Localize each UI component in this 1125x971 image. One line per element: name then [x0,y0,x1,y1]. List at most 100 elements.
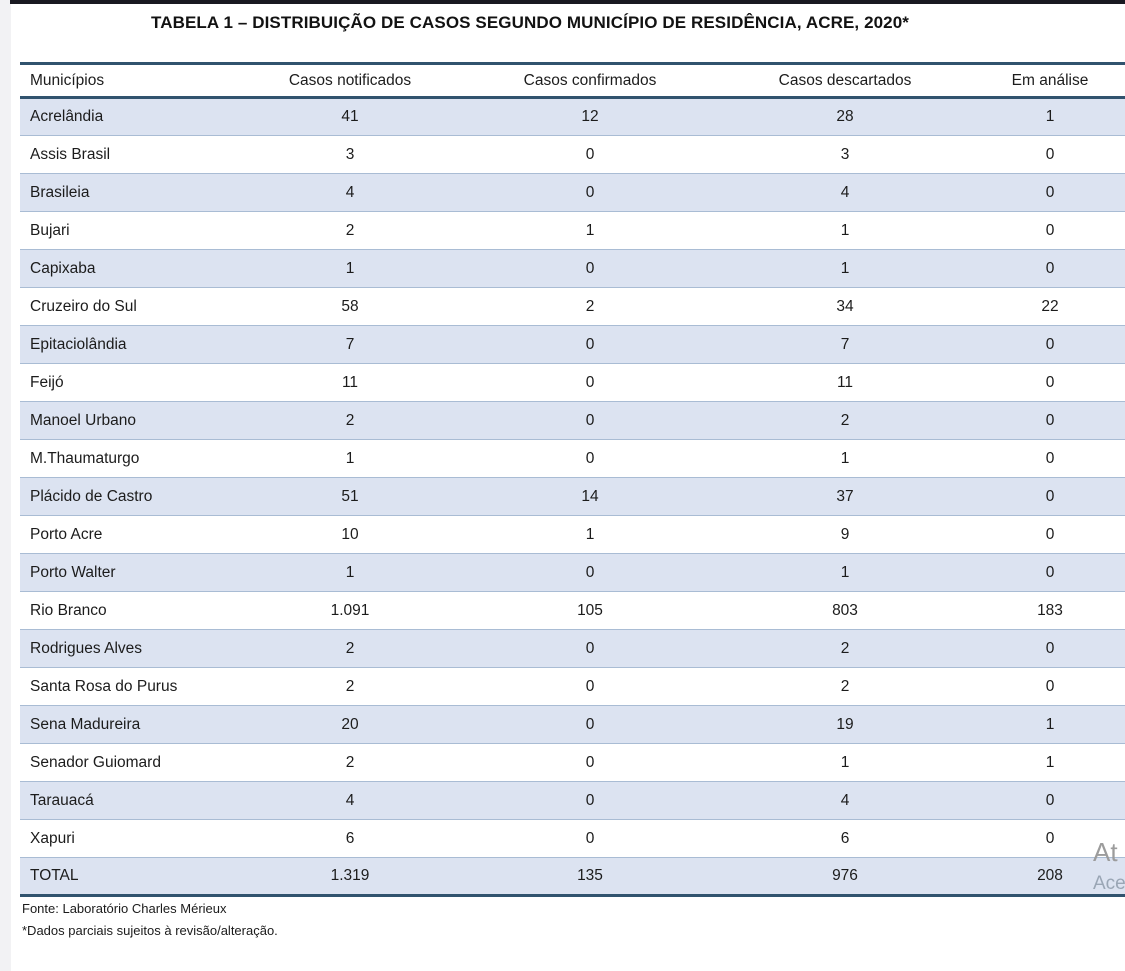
value-cell: 1 [715,211,975,250]
value-cell: 0 [975,781,1125,820]
table-row: M.Thaumaturgo 1 0 1 0 [20,439,1125,478]
column-header-casos-confirmados: Casos confirmados [465,62,715,99]
table-row: Rio Branco 1.091 105 803 183 [20,591,1125,630]
municipality-cell: TOTAL [20,857,235,897]
activation-watermark-line2: Ace [1093,873,1125,894]
table-row: Porto Walter 1 0 1 0 [20,553,1125,592]
value-cell: 0 [465,743,715,782]
value-cell: 1.319 [235,857,465,897]
value-cell: 0 [465,249,715,288]
value-cell: 0 [465,667,715,706]
value-cell: 0 [465,363,715,402]
cases-table: Municípios Casos notificados Casos confi… [20,62,1125,897]
value-cell: 0 [465,819,715,858]
table-header: Municípios Casos notificados Casos confi… [20,62,1125,99]
value-cell: 37 [715,477,975,516]
page-left-margin [0,0,11,971]
column-header-em-analise: Em análise [975,62,1125,99]
value-cell: 2 [235,667,465,706]
value-cell: 1 [715,249,975,288]
table-row: Santa Rosa do Purus 2 0 2 0 [20,667,1125,706]
value-cell: 41 [235,97,465,136]
value-cell: 4 [235,781,465,820]
value-cell: 11 [235,363,465,402]
municipality-cell: Brasileia [20,173,235,212]
total-row: TOTAL 1.319 135 976 208 [20,857,1125,897]
value-cell: 208 [975,857,1125,897]
value-cell: 0 [465,173,715,212]
column-header-casos-notificados: Casos notificados [235,62,465,99]
value-cell: 0 [975,439,1125,478]
value-cell: 0 [465,325,715,364]
value-cell: 7 [715,325,975,364]
value-cell: 0 [975,553,1125,592]
municipality-cell: Porto Acre [20,515,235,554]
value-cell: 135 [465,857,715,897]
cases-table-container: Municípios Casos notificados Casos confi… [20,62,1125,897]
table-row: Porto Acre 10 1 9 0 [20,515,1125,554]
value-cell: 0 [975,477,1125,516]
value-cell: 2 [235,743,465,782]
value-cell: 22 [975,287,1125,326]
value-cell: 34 [715,287,975,326]
municipality-cell: Senador Guiomard [20,743,235,782]
value-cell: 0 [975,173,1125,212]
value-cell: 12 [465,97,715,136]
value-cell: 2 [465,287,715,326]
value-cell: 0 [465,629,715,668]
table-row: Xapuri 6 0 6 0 [20,819,1125,858]
value-cell: 2 [235,211,465,250]
partial-data-footnote: *Dados parciais sujeitos à revisão/alter… [22,923,278,938]
value-cell: 0 [975,249,1125,288]
table-row: Rodrigues Alves 2 0 2 0 [20,629,1125,668]
value-cell: 183 [975,591,1125,630]
value-cell: 976 [715,857,975,897]
municipality-cell: Sena Madureira [20,705,235,744]
value-cell: 105 [465,591,715,630]
value-cell: 2 [715,667,975,706]
value-cell: 3 [235,135,465,174]
table-row: Assis Brasil 3 0 3 0 [20,135,1125,174]
value-cell: 2 [235,401,465,440]
value-cell: 2 [235,629,465,668]
municipality-cell: Manoel Urbano [20,401,235,440]
value-cell: 0 [975,211,1125,250]
value-cell: 4 [715,173,975,212]
value-cell: 19 [715,705,975,744]
table-row: Bujari 2 1 1 0 [20,211,1125,250]
municipality-cell: Tarauacá [20,781,235,820]
table-row: Senador Guiomard 2 0 1 1 [20,743,1125,782]
value-cell: 3 [715,135,975,174]
value-cell: 1 [465,515,715,554]
value-cell: 10 [235,515,465,554]
value-cell: 0 [975,629,1125,668]
municipality-cell: Cruzeiro do Sul [20,287,235,326]
column-header-casos-descartados: Casos descartados [715,62,975,99]
value-cell: 0 [465,401,715,440]
municipality-cell: Santa Rosa do Purus [20,667,235,706]
value-cell: 9 [715,515,975,554]
value-cell: 803 [715,591,975,630]
value-cell: 4 [715,781,975,820]
table-body: Acrelândia 41 12 28 1 Assis Brasil 3 0 3 0 Brasile… [20,97,1125,897]
municipality-cell: Rio Branco [20,591,235,630]
municipality-cell: Rodrigues Alves [20,629,235,668]
value-cell: 0 [975,325,1125,364]
value-cell: 14 [465,477,715,516]
value-cell: 0 [465,705,715,744]
municipality-cell: Xapuri [20,819,235,858]
value-cell: 0 [975,667,1125,706]
table-row: Sena Madureira 20 0 19 1 [20,705,1125,744]
value-cell: 0 [465,553,715,592]
value-cell: 1 [715,439,975,478]
column-header-municipios: Municípios [20,62,235,99]
value-cell: 58 [235,287,465,326]
value-cell: 0 [465,439,715,478]
source-footnote: Fonte: Laboratório Charles Mérieux [22,901,227,916]
value-cell: 2 [715,401,975,440]
municipality-cell: Acrelândia [20,97,235,136]
value-cell: 1 [975,743,1125,782]
municipality-cell: Capixaba [20,249,235,288]
header-row: Municípios Casos notificados Casos confi… [20,62,1125,99]
